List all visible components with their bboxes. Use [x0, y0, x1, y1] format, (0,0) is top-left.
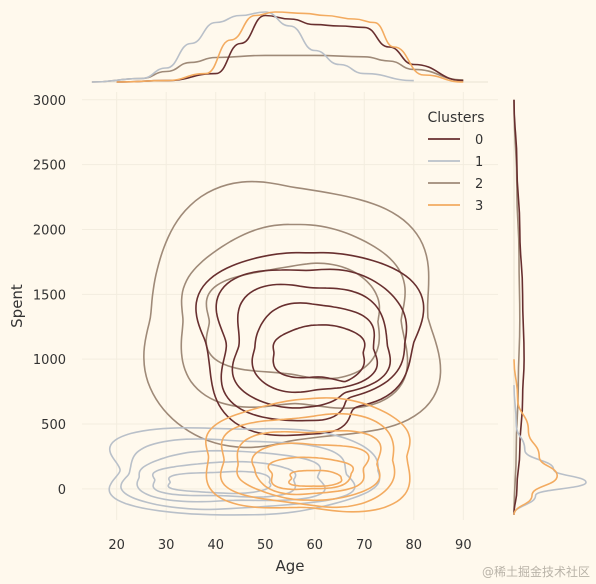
kde-contour-cluster-0 [195, 251, 425, 437]
marginal-y-cluster-1 [513, 385, 587, 515]
y-tick-label: 500 [41, 418, 66, 433]
cluster-3-contours [205, 397, 411, 513]
legend-title: Clusters [428, 110, 485, 126]
legend-label-3: 3 [475, 199, 483, 214]
x-tick-label: 40 [207, 538, 224, 553]
y-tick-label: 1500 [33, 288, 66, 303]
marginal-x-cluster-1 [91, 11, 414, 83]
kde-contour-cluster-3 [236, 429, 382, 502]
y-axis-label: Spent [8, 284, 26, 328]
kde-contour-cluster-1 [167, 470, 272, 495]
x-tick-label: 50 [257, 538, 274, 553]
x-tick-label: 70 [356, 538, 373, 553]
marginal-x-cluster-2 [91, 54, 464, 83]
x-tick-label: 90 [455, 538, 472, 553]
legend-label-2: 2 [475, 177, 483, 192]
kde-contour-cluster-2 [180, 223, 409, 410]
y-tick-label: 1000 [33, 353, 66, 368]
kde-contour-cluster-0 [231, 283, 392, 409]
kde-contour-cluster-0 [272, 324, 366, 383]
y-tick-label: 2500 [33, 159, 66, 174]
marginal-x-cluster-0 [116, 14, 464, 83]
kde-contour-cluster-3 [205, 397, 411, 513]
x-tick-label: 60 [306, 538, 323, 553]
marginal-y-cluster-3 [513, 359, 559, 515]
watermark-text: @稀土掘金技术社区 [482, 564, 590, 579]
legend-label-1: 1 [475, 155, 483, 170]
kde-contour-cluster-3 [288, 469, 343, 488]
kde-contour-cluster-0 [215, 268, 408, 422]
legend-label-0: 0 [475, 133, 483, 148]
kde-contour-cluster-3 [251, 442, 370, 496]
y-tick-label: 0 [58, 483, 66, 498]
cluster-0-contours [195, 251, 425, 437]
marginal-y-cluster-0 [513, 99, 525, 515]
x-tick-label: 30 [158, 538, 175, 553]
legend: Clusters 0 1 2 3 [428, 110, 485, 214]
kde-contour-cluster-2 [205, 262, 381, 380]
y-tick-label: 2000 [33, 223, 66, 238]
marginal-y-cluster-2 [513, 99, 521, 515]
x-axis-label: Age [275, 557, 304, 575]
x-tick-label: 80 [406, 538, 423, 553]
kde-contour-cluster-3 [267, 456, 355, 491]
kde-contour-cluster-0 [251, 302, 379, 394]
y-tick-label: 3000 [33, 94, 66, 109]
marginal-x-cluster-3 [116, 11, 464, 83]
kde-contour-cluster-3 [219, 412, 396, 509]
x-tick-label: 20 [108, 538, 125, 553]
